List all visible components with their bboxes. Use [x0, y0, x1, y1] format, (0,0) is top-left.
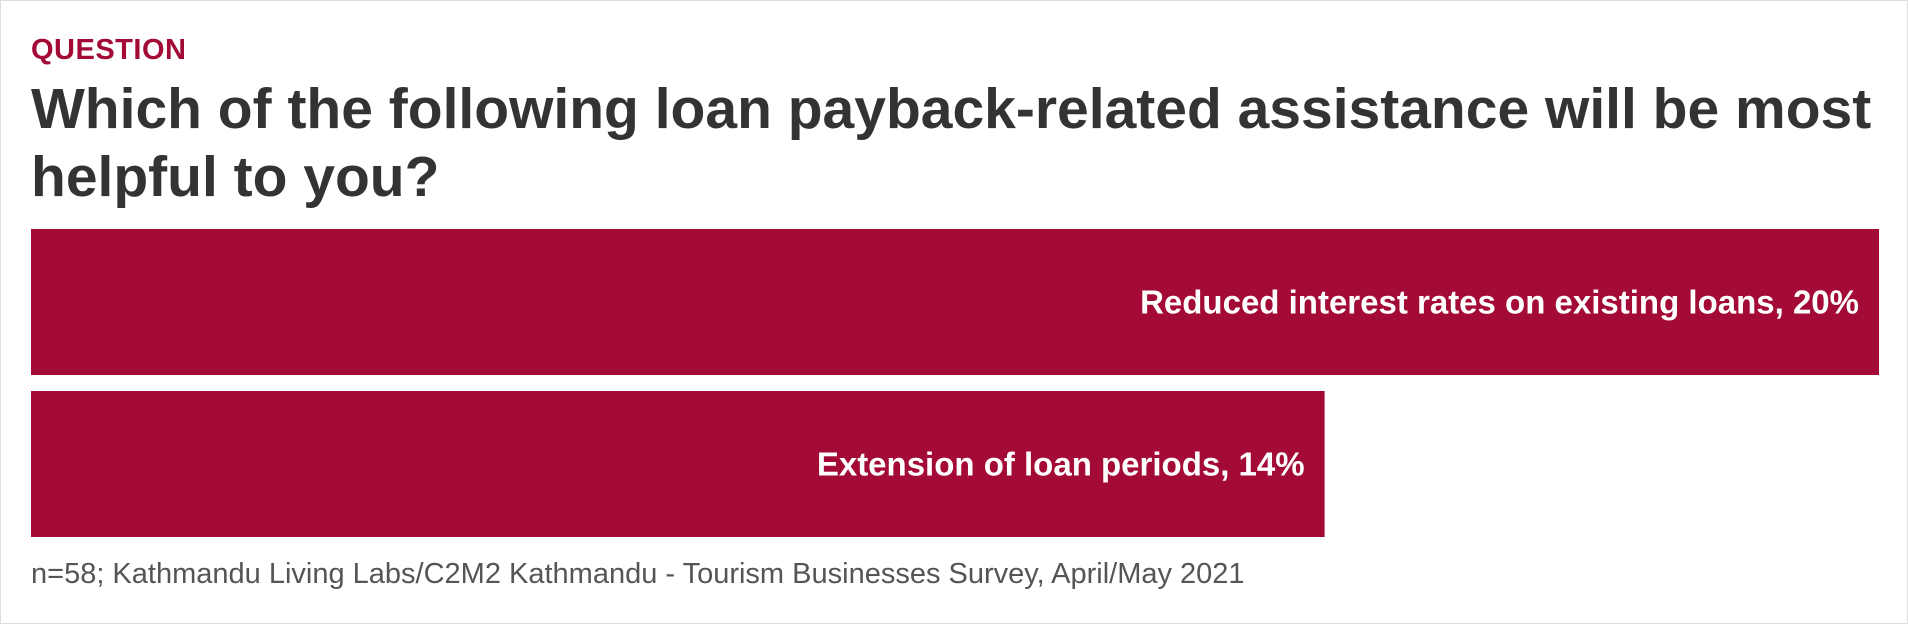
- bar-label-2: Extension of loan periods, 14%: [817, 446, 1305, 483]
- source-note: n=58; Kathmandu Living Labs/C2M2 Kathman…: [31, 558, 1245, 590]
- question-eyebrow: QUESTION: [31, 34, 187, 66]
- bar-label-1: Reduced interest rates on existing loans…: [1140, 284, 1859, 321]
- chart-title: Which of the following loan payback-rela…: [31, 77, 1872, 209]
- bar-1: [31, 229, 1879, 375]
- bar-2: [31, 391, 1325, 537]
